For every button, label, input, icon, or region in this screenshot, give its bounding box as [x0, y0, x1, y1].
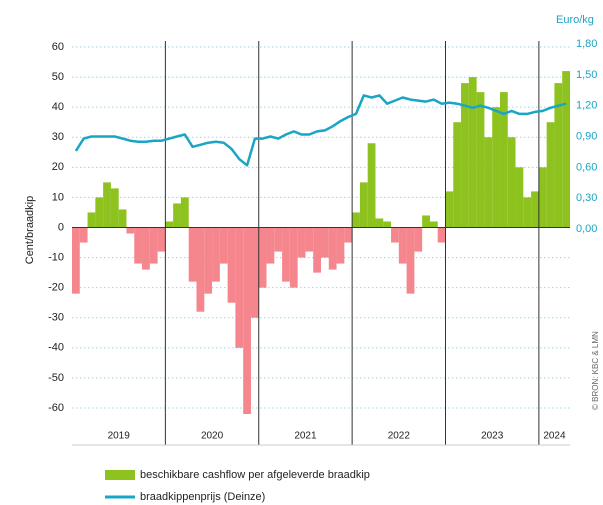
- bar: [414, 227, 423, 252]
- bar: [515, 167, 524, 228]
- bar: [250, 227, 259, 318]
- y-tick-label: -30: [48, 312, 64, 324]
- y-tick-label: -60: [48, 402, 64, 414]
- bar: [523, 197, 532, 228]
- bar: [274, 227, 283, 252]
- bar: [437, 227, 446, 243]
- x-tick-label: 2024: [543, 431, 566, 442]
- bar: [126, 227, 135, 234]
- y-tick-label: -20: [48, 282, 64, 294]
- legend-label: braadkippenprijs (Deinze): [140, 491, 265, 503]
- bar: [180, 197, 189, 228]
- y-tick-label: 30: [52, 131, 64, 143]
- bar: [72, 227, 80, 294]
- y-tick-label: 20: [52, 161, 64, 173]
- y-tick-label: 0: [58, 221, 64, 233]
- bar: [188, 227, 197, 282]
- bar: [484, 137, 493, 228]
- bar: [134, 227, 143, 264]
- source: © BRON: KBC & LMN: [591, 331, 600, 410]
- bar: [227, 227, 236, 303]
- y-tick-label: 10: [52, 191, 64, 203]
- bar: [507, 137, 516, 228]
- bar: [562, 71, 570, 228]
- bar: [258, 227, 267, 288]
- bar: [554, 83, 563, 228]
- bar: [103, 182, 111, 228]
- y-tick-label: -40: [48, 342, 64, 354]
- bar: [336, 227, 345, 264]
- y2-tick-label: 1,80: [576, 38, 597, 50]
- y2-tick-label: 1,50: [576, 69, 597, 81]
- bar: [531, 191, 539, 228]
- y-tick-label: 60: [52, 41, 64, 53]
- y2-tick-label: 0,90: [576, 130, 597, 142]
- bar: [87, 212, 96, 228]
- legend-label: beschikbare cashflow per afgeleverde bra…: [140, 469, 370, 481]
- y-tick-label: 40: [52, 101, 64, 113]
- bar: [492, 107, 500, 228]
- bar: [375, 218, 384, 228]
- bar: [546, 122, 555, 228]
- x-tick-label: 2022: [388, 431, 411, 442]
- y-tick-label: -10: [48, 251, 64, 263]
- bar: [266, 227, 275, 264]
- bar: [305, 227, 314, 252]
- bar: [243, 227, 251, 414]
- bar: [391, 227, 399, 243]
- y2-tick-label: 0,00: [576, 223, 597, 235]
- legend-swatch: [105, 470, 135, 480]
- bar: [157, 227, 166, 252]
- bar: [142, 227, 150, 270]
- bar: [212, 227, 220, 282]
- bar: [313, 227, 321, 273]
- bar: [118, 209, 127, 228]
- y2-tick-label: 0,30: [576, 192, 597, 204]
- bar: [422, 215, 430, 228]
- bar: [165, 221, 174, 228]
- y2-axis-label: Euro/kg: [556, 14, 594, 26]
- bar: [196, 227, 205, 312]
- bar: [79, 227, 88, 243]
- bar: [468, 77, 477, 228]
- bar: [204, 227, 213, 294]
- bar: [110, 188, 119, 228]
- bar: [235, 227, 244, 348]
- x-tick-label: 2020: [201, 431, 224, 442]
- bar: [344, 227, 353, 243]
- x-tick-label: 2021: [294, 431, 317, 442]
- bar: [352, 212, 360, 228]
- bar: [476, 92, 485, 228]
- bar: [461, 83, 469, 228]
- bar: [173, 203, 181, 228]
- bar: [328, 227, 337, 270]
- bar: [499, 92, 508, 228]
- bar: [297, 227, 306, 258]
- y-tick-label: -50: [48, 372, 64, 384]
- bar: [429, 221, 438, 228]
- bar: [406, 227, 415, 294]
- bar: [219, 227, 228, 264]
- bar: [398, 227, 407, 264]
- bar: [289, 227, 298, 288]
- bar: [282, 227, 290, 282]
- bar: [453, 122, 462, 228]
- line: [74, 94, 567, 167]
- y2-tick-label: 1,20: [576, 100, 597, 112]
- bar: [359, 182, 368, 228]
- bar: [538, 167, 547, 228]
- bar: [95, 197, 104, 228]
- bar: [321, 227, 329, 258]
- x-tick-label: 2019: [108, 431, 131, 442]
- bar: [367, 143, 376, 228]
- y-tick-label: 50: [52, 71, 64, 83]
- y-axis-label: Cent/braadkip: [24, 196, 36, 265]
- x-tick-label: 2023: [481, 431, 504, 442]
- bar: [383, 221, 392, 228]
- bar: [445, 191, 454, 228]
- bar: [149, 227, 158, 264]
- y2-tick-label: 0,60: [576, 161, 597, 173]
